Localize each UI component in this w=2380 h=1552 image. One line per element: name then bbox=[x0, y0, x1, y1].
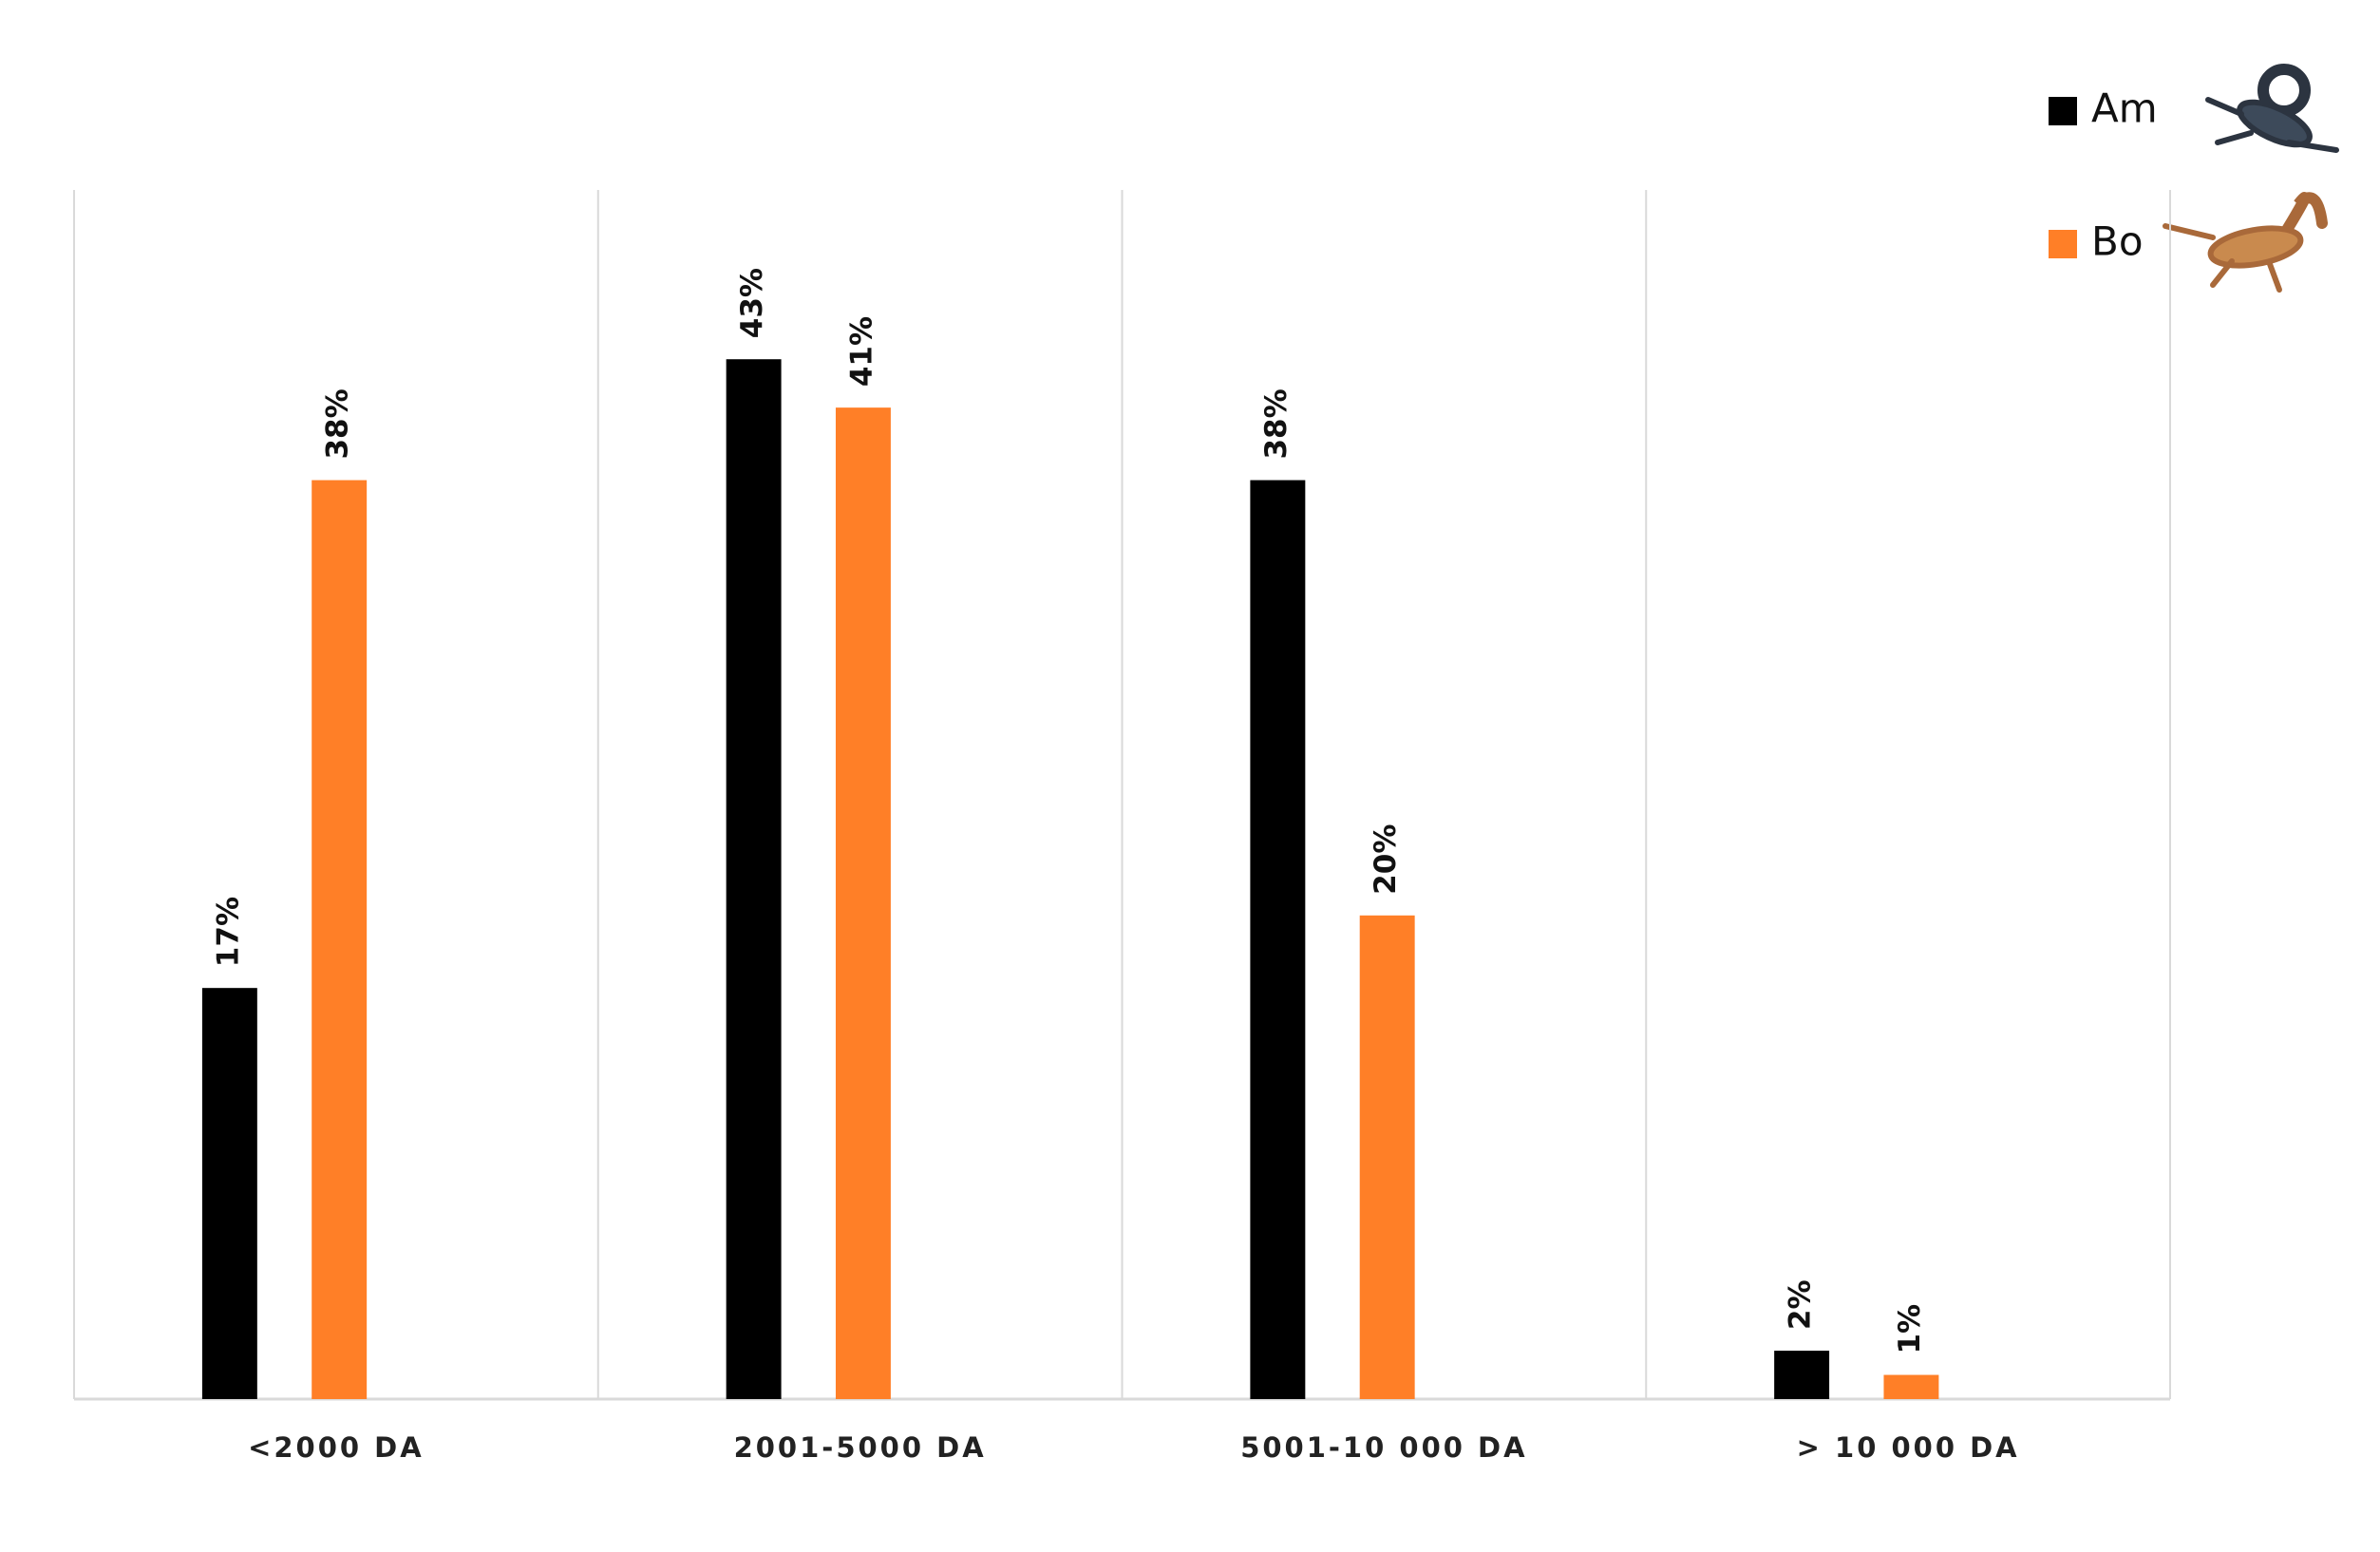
data-label: 41% bbox=[844, 316, 878, 387]
x-tick-label: 5001-10 000 DA bbox=[1240, 1431, 1527, 1464]
scorpion-icon-bo bbox=[2163, 192, 2328, 293]
legend-label: Am bbox=[2091, 85, 2158, 132]
bar bbox=[1250, 480, 1306, 1399]
x-tick-label: 2001-5000 DA bbox=[734, 1431, 987, 1464]
x-tick-label: <2000 DA bbox=[248, 1431, 425, 1464]
bar bbox=[726, 359, 782, 1400]
bar bbox=[312, 480, 368, 1399]
data-label: 1% bbox=[1893, 1304, 1927, 1354]
data-label: 17% bbox=[211, 897, 245, 967]
bar bbox=[1774, 1351, 1830, 1399]
data-label: 2% bbox=[1784, 1279, 1818, 1330]
legend-swatch bbox=[2049, 97, 2077, 125]
data-label: 38% bbox=[321, 388, 355, 459]
bar bbox=[835, 407, 891, 1399]
data-label: 38% bbox=[1259, 388, 1294, 459]
legend-label: Bo bbox=[2091, 218, 2144, 265]
data-label: 20% bbox=[1369, 824, 1403, 895]
scorpion-icon-am bbox=[2205, 64, 2339, 153]
bar bbox=[1359, 915, 1415, 1399]
data-label: 43% bbox=[735, 268, 769, 338]
x-tick-label: > 10 000 DA bbox=[1797, 1431, 2020, 1464]
legend-swatch bbox=[2049, 230, 2077, 258]
bar bbox=[201, 988, 257, 1399]
bar bbox=[1883, 1374, 1939, 1399]
